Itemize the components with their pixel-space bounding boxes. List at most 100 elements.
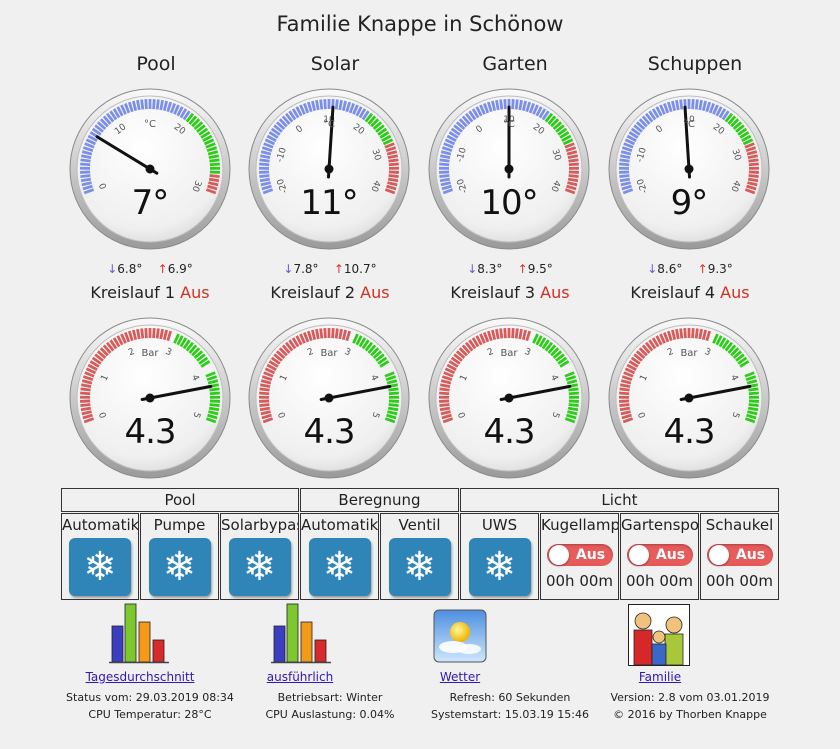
scale-band-segment [386,413,397,420]
pool-automatik-button[interactable]: ❄ [69,538,131,596]
beregnung-automatik-button[interactable]: ❄ [308,538,371,596]
scale-band-segment [541,110,550,121]
scale-band-segment [737,356,748,365]
tick-label: 4 [728,373,740,383]
schuppen-temperature-gauge: -20 -10 0 10 20 30 40 °C 9° [607,87,771,251]
scale-band-segment [439,387,450,392]
scale-band-segment [140,99,145,110]
family-icon[interactable] [628,604,690,666]
beregnung-ventil-button[interactable]: ❄ [388,538,451,596]
scale-band-segment [155,99,160,110]
scale-band-segment [364,341,374,352]
scale-band-segment [444,138,456,146]
scale-band-segment [491,100,497,112]
scale-band-segment [694,99,699,110]
scale-band-segment [341,100,347,112]
control-label: Pumpe [153,516,206,534]
scale-band-segment [109,339,118,350]
scale-band-segment [511,328,515,339]
gauge-unit: Bar [141,348,159,359]
circuit-state: Aus [180,283,210,302]
needle-hub [145,393,155,403]
scale-band-segment [712,333,719,344]
gauge-value: 10° [480,183,538,223]
scale-band-segment [379,360,390,368]
scale-band-segment [112,108,121,119]
tick-label: 30 [550,148,563,162]
scale-band-segment [260,379,272,385]
ausfuehrlich-link[interactable]: ausführlich [266,670,334,684]
tick-label: 40 [368,179,381,193]
pool-pumpe-control: Pumpe ❄ [140,513,219,600]
scale-band-segment [622,417,634,424]
kugellampe-toggle[interactable]: Aus [546,544,613,566]
tick-label: 3 [164,347,173,358]
scale-band-segment [555,353,565,362]
scale-band-segment [81,379,93,385]
tick-label: 0 [457,410,468,419]
scale-band-segment [85,138,97,146]
scale-band-segment [375,124,385,133]
scale-band-segment [323,99,327,110]
scale-band-segment [499,328,504,339]
scale-band-segment [648,110,657,121]
scale-band-segment [173,333,180,344]
scale-band-segment [475,106,483,117]
bar-chart-icon[interactable] [108,602,170,664]
tagesdurchschnitt-link[interactable]: Tagesdurchschnitt [85,670,195,684]
snowflake-icon: ❄ [162,544,197,590]
scale-band-segment [162,100,168,112]
version: Version: 2.8 vom 03.01.2019 [610,691,770,704]
scale-band-segment [464,341,474,352]
scale-band-segment [261,375,273,381]
scale-band-segment [193,121,204,130]
snowflake-icon: ❄ [83,544,117,590]
scale-band-segment [638,118,648,128]
control-label: Ventil [398,516,441,534]
scale-band-segment [732,350,743,359]
scale-band-segment [439,391,450,396]
scale-band-segment [561,134,572,142]
tick-label: 0 [98,410,109,419]
gauge-value: 4.3 [124,412,176,452]
licht-uws-button[interactable]: ❄ [468,538,531,596]
tick-label: 5 [549,410,560,419]
pressure-gauge-2: 0 1 2 3 4 5 Bar 4.3 [247,316,411,480]
minmax-schuppen: ↓8.6° ↑9.3° [610,262,770,276]
pool-pumpe-button[interactable]: ❄ [148,538,211,596]
scale-band-segment [458,347,468,357]
mode-info: Betriebsart: Winter CPU Auslastung: 0.04… [230,689,430,723]
scale-band-segment [747,181,758,187]
wetter-link[interactable]: Wetter [439,670,481,684]
scale-band-segment [620,379,632,385]
scale-band-segment [464,112,474,123]
scale-band-segment [264,367,276,375]
gauge-dial: 0 1 2 3 4 5 [248,317,410,479]
familie-link[interactable]: Familie [638,670,682,684]
weather-icon[interactable] [433,609,487,663]
tick-label: 0 [98,181,109,190]
scale-band-segment [207,184,218,191]
gauge-name-schuppen: Schuppen [647,53,743,75]
scale-band-segment [547,115,557,125]
scale-band-segment [191,118,201,128]
scale-band-segment [621,184,632,191]
pool-solarbypass-button[interactable]: ❄ [228,538,291,596]
scale-band-segment [273,124,283,133]
scale-band-segment [334,99,339,110]
gartenspot-toggle[interactable]: Aus [626,544,693,566]
scale-band-segment [439,162,450,167]
scale-band-segment [461,344,471,354]
bar-chart-icon[interactable] [270,602,332,664]
snowflake-icon: ❄ [242,544,277,590]
scale-band-segment [741,134,752,142]
scale-band-segment [715,335,723,346]
gauge-unit: Bar [680,348,698,359]
schaukel-toggle[interactable]: Aus [706,544,773,566]
toggle-state: Aus [575,547,606,563]
scale-band-segment [748,387,759,392]
scale-band-segment [439,403,450,408]
scale-band-segment [557,356,568,365]
tick-label: 5 [190,410,201,419]
